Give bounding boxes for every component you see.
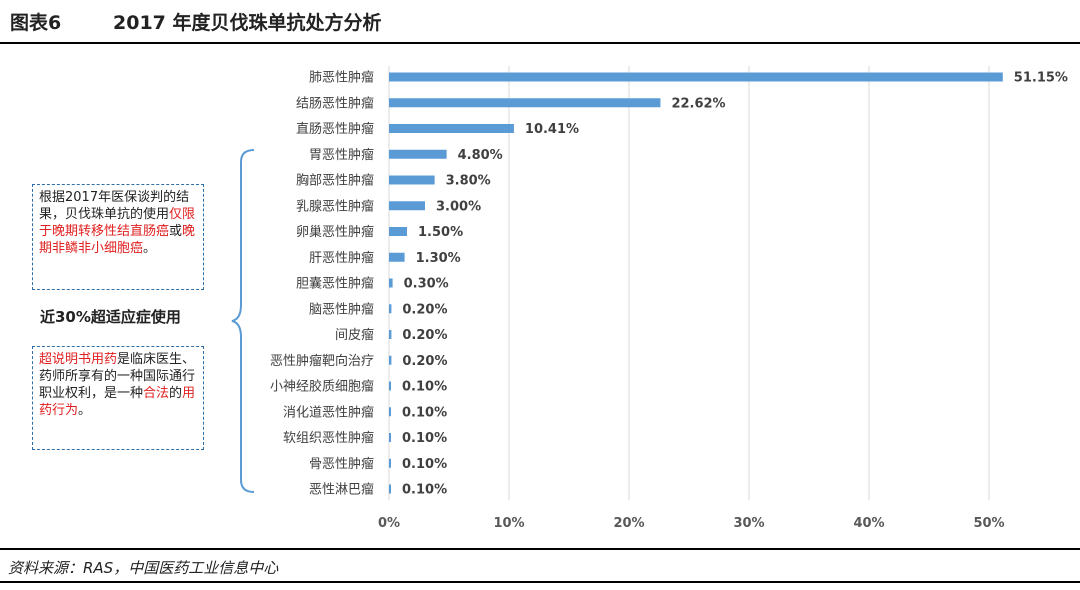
bar (389, 227, 407, 236)
data-label: 51.15% (1014, 71, 1068, 86)
highlight-text: 仅限于晚期转移性结直肠癌 (39, 207, 196, 239)
data-label: 0.10% (402, 431, 447, 446)
footer-rule-bottom (0, 581, 1080, 583)
category-label: 乳腺恶性肿瘤 (296, 198, 374, 214)
header-rule (0, 42, 1080, 44)
highlight-text: 用药行为 (39, 386, 196, 418)
footer-rule-top (0, 548, 1080, 550)
data-label: 0.20% (402, 302, 447, 317)
bar (389, 278, 393, 288)
offlabel-note-box: 超说明书用药是临床医生、药师所享有的一种国际通行职业权利，是一种合法的用药行为。 (32, 346, 204, 450)
note-text-segment: 或 (169, 224, 183, 239)
category-label: 肺恶性肿瘤 (309, 70, 374, 86)
data-label: 1.30% (416, 251, 461, 266)
category-label: 消化道恶性肿瘤 (283, 404, 374, 420)
category-label: 骨恶性肿瘤 (309, 456, 374, 472)
x-tick-label: 40% (853, 516, 884, 531)
curly-brace (231, 149, 255, 493)
data-label: 0.10% (402, 380, 447, 395)
figure-number: 图表6 (10, 12, 62, 34)
data-label: 3.00% (436, 199, 481, 214)
category-label: 恶性淋巴瘤 (309, 482, 374, 498)
data-label: 10.41% (525, 122, 579, 137)
note-text-segment: 是临床医生、药师所享有的一种国际通行职业权利，是一种 (39, 352, 196, 401)
category-label: 结肠恶性肿瘤 (296, 95, 374, 111)
data-label: 0.30% (404, 277, 449, 292)
bar (389, 433, 391, 442)
x-tick-label: 50% (973, 516, 1004, 531)
figure-header: 图表6 2017 年度贝伐珠单抗处方分析 (0, 0, 1080, 42)
highlight-text: 合法 (143, 386, 170, 401)
data-label: 0.10% (402, 483, 447, 498)
highlight-text: 超说明书用药 (39, 352, 118, 367)
category-label: 小神经胶质细胞瘤 (270, 379, 374, 395)
category-label: 卵巢恶性肿瘤 (296, 224, 374, 240)
note-text-segment: 的 (169, 386, 183, 401)
note-text-segment: 。 (143, 241, 157, 256)
bar (389, 381, 391, 391)
policy-note-box: 根据2017年医保谈判的结果，贝伐珠单抗的使用仅限于晚期转移性结直肠癌或晚期非鳞… (32, 184, 204, 290)
x-tick-label: 30% (733, 516, 764, 531)
bar (389, 330, 392, 339)
bar (389, 175, 435, 185)
data-label: 22.62% (671, 96, 725, 111)
offlabel-caption: 近30%超适应症使用 (40, 308, 181, 326)
note-text-segment: 根据2017年医保谈判的结果，贝伐珠单抗的使用 (39, 190, 190, 222)
bar (389, 149, 447, 159)
bar (389, 98, 661, 108)
data-label: 1.50% (418, 225, 463, 240)
x-tick-label: 10% (493, 516, 524, 531)
x-tick-label: 0% (378, 516, 400, 531)
bar (389, 72, 1003, 82)
bar-chart: 肺恶性肿瘤结肠恶性肿瘤直肠恶性肿瘤胃恶性肿瘤胸部恶性肿瘤乳腺恶性肿瘤卵巢恶性肿瘤… (231, 66, 1068, 531)
category-label: 软组织恶性肿瘤 (283, 430, 374, 446)
x-tick-label: 20% (613, 516, 644, 531)
data-label: 3.80% (446, 174, 491, 189)
category-label: 直肠恶性肿瘤 (296, 121, 374, 137)
bar (389, 407, 391, 417)
bar (389, 124, 514, 133)
category-label: 间皮瘤 (335, 327, 374, 343)
category-label: 胸部恶性肿瘤 (296, 173, 374, 189)
category-label: 胃恶性肿瘤 (309, 147, 374, 163)
policy-note-text: 根据2017年医保谈判的结果，贝伐珠单抗的使用仅限于晚期转移性结直肠癌或晚期非鳞… (39, 190, 195, 256)
note-text-segment: 。 (78, 403, 92, 418)
data-label: 4.80% (458, 148, 503, 163)
category-label: 胆囊恶性肿瘤 (296, 276, 374, 292)
data-label: 0.20% (402, 328, 447, 343)
source-note: 资料来源：RAS，中国医药工业信息中心 (8, 559, 279, 577)
bar (389, 252, 405, 262)
offlabel-note-text: 超说明书用药是临床医生、药师所享有的一种国际通行职业权利，是一种合法的用药行为。 (39, 352, 195, 418)
bar (389, 355, 392, 365)
data-label: 0.10% (402, 405, 447, 420)
bar (389, 304, 392, 314)
data-label: 0.20% (402, 354, 447, 369)
figure-title: 2017 年度贝伐珠单抗处方分析 (113, 12, 382, 34)
category-label: 肝恶性肿瘤 (309, 250, 374, 266)
category-label: 恶性肿瘤靶向治疗 (270, 353, 374, 369)
bar (389, 201, 425, 211)
highlight-text: 晚期非鳞非小细胞癌 (39, 224, 196, 256)
bar (389, 458, 391, 468)
bar (389, 484, 391, 494)
data-label: 0.10% (402, 457, 447, 472)
category-label: 脑恶性肿瘤 (309, 301, 374, 317)
